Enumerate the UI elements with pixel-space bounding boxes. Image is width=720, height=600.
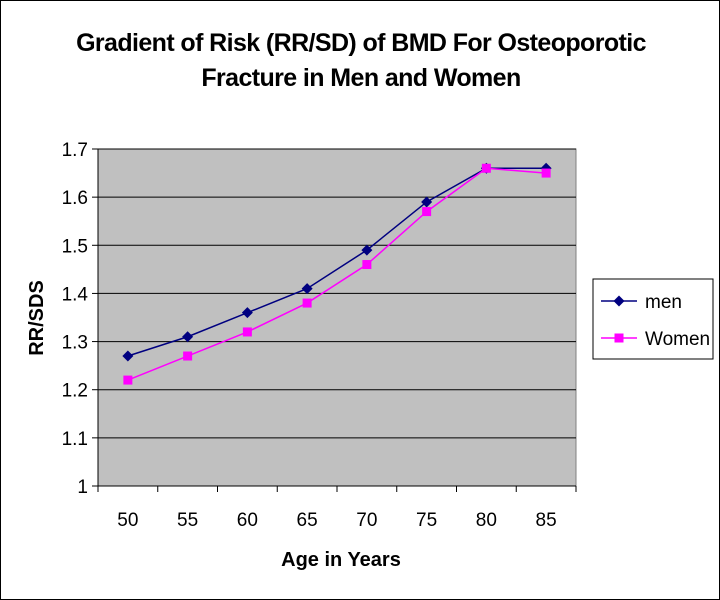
data-point-women-65: [302, 298, 312, 308]
data-point-women-70: [362, 260, 372, 270]
series-women: [123, 163, 551, 385]
legend-label-men: men: [645, 292, 682, 313]
data-point-men-60: [241, 307, 253, 319]
series-line-women: [127, 167, 547, 381]
y-tick-label-1: 1.1: [62, 429, 88, 450]
legend-marker-men: [613, 295, 625, 307]
y-tick-label-2: 1.2: [62, 381, 88, 402]
series-line-men: [127, 167, 547, 357]
x-tick-label-6: 80: [476, 510, 497, 531]
y-tick-label-7: 1.7: [62, 140, 88, 161]
x-tick-label-7: 85: [536, 510, 557, 531]
data-point-women-50: [123, 375, 133, 385]
y-tick-label-0: 1: [77, 477, 88, 498]
tick-labels: 1 1.1 1.2 1.3 1.4 1.5 1.6 1.7 50 55 60 65 70 75 80 85: [62, 140, 557, 531]
y-tick-label-4: 1.4: [62, 284, 89, 305]
axes: [92, 148, 577, 492]
series: [122, 162, 552, 385]
data-point-women-80: [481, 163, 491, 173]
x-tick-label-0: 50: [117, 510, 138, 531]
x-axis-title: Age in Years: [281, 549, 401, 571]
data-point-men-75: [421, 196, 433, 208]
legend: men Women: [592, 278, 714, 360]
x-tick-label-3: 65: [297, 510, 318, 531]
y-tick-label-3: 1.3: [62, 333, 88, 354]
x-tick-label-1: 55: [177, 510, 198, 531]
y-axis-title: RR/SDS: [26, 280, 48, 356]
chart-title-line-1: Gradient of Risk (RR/SD) of BMD For Oste…: [76, 29, 647, 57]
y-tick-label-5: 1.5: [62, 236, 88, 257]
data-point-men-65: [301, 283, 313, 295]
chart-title-line-2: Fracture in Men and Women: [201, 64, 520, 92]
data-point-men-50: [122, 350, 134, 362]
x-tick-label-2: 60: [237, 510, 258, 531]
data-point-women-85: [541, 168, 551, 178]
gridlines: [98, 148, 576, 487]
data-point-women-75: [422, 207, 432, 217]
data-point-women-60: [242, 327, 252, 337]
x-tick-label-5: 75: [416, 510, 437, 531]
legend-label-women: Women: [645, 329, 710, 350]
data-point-women-55: [183, 351, 193, 361]
y-tick-label-6: 1.6: [62, 188, 88, 209]
data-point-men-55: [182, 331, 194, 343]
data-point-men-70: [361, 244, 373, 256]
x-tick-label-4: 70: [356, 510, 377, 531]
plot-area: [97, 148, 577, 487]
legend-marker-women: [614, 333, 624, 343]
legend-box: [592, 278, 714, 360]
